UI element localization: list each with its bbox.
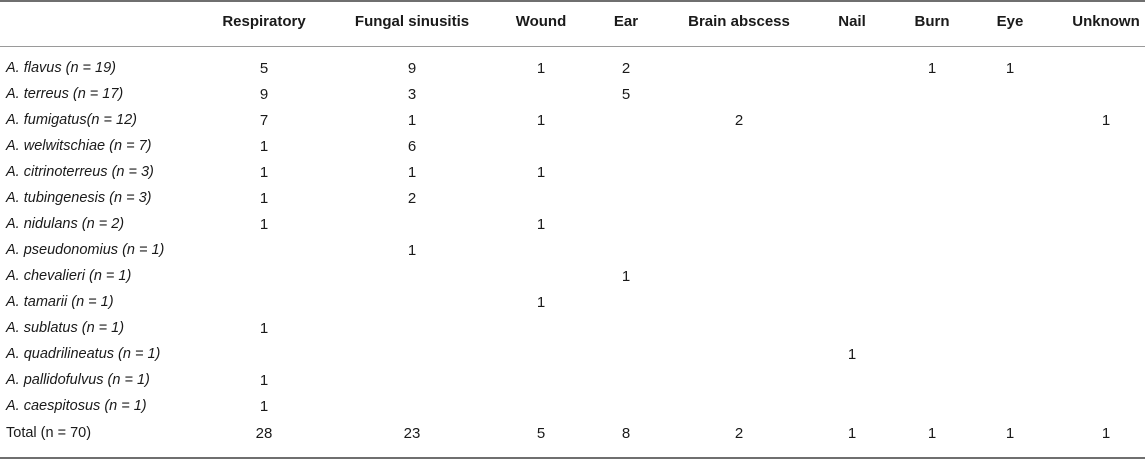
row-label: A. chevalieri (n = 1)	[6, 268, 132, 284]
table-cell: 1	[1101, 425, 1111, 442]
table-bottom-rule	[0, 457, 1145, 459]
table-cell: 1	[407, 112, 417, 129]
column-header: Brain abscess	[688, 13, 790, 30]
row-label: A. terreus (n = 17)	[6, 86, 124, 102]
row-label: A. tamarii (n = 1)	[6, 294, 114, 310]
column-header: Fungal sinusitis	[354, 13, 470, 30]
table-cell: 1	[259, 216, 269, 233]
table-cell: 2	[734, 425, 744, 442]
table-cell: 1	[1101, 112, 1111, 129]
table-cell: 5	[259, 60, 269, 77]
row-label: A. welwitschiae (n = 7)	[6, 138, 152, 154]
table-cell: 1	[1005, 425, 1015, 442]
table-cell: 1	[536, 216, 546, 233]
row-label: A. caespitosus (n = 1)	[6, 398, 147, 414]
column-header: Nail	[838, 13, 866, 30]
table-cell: 3	[407, 86, 417, 103]
table-cell: 9	[407, 60, 417, 77]
table-cell: 1	[536, 294, 546, 311]
table-cell: 1	[407, 242, 417, 259]
table-cell: 1	[259, 398, 269, 415]
table-cell: 6	[407, 138, 417, 155]
table-cell: 1	[536, 112, 546, 129]
column-header: Respiratory	[222, 13, 306, 30]
row-label: A. nidulans (n = 2)	[6, 216, 125, 232]
table-cell: 28	[255, 425, 273, 442]
table-cell: 8	[621, 425, 631, 442]
column-header: Eye	[996, 13, 1024, 30]
table-cell: 1	[621, 268, 631, 285]
column-header: Unknown	[1072, 13, 1140, 30]
table-cell: 1	[259, 320, 269, 337]
table-cell: 7	[259, 112, 269, 129]
table-top-rule	[0, 0, 1145, 2]
table-cell: 1	[259, 372, 269, 389]
table-cell: 1	[927, 60, 937, 77]
table-cell: 1	[259, 138, 269, 155]
table-cell: 1	[259, 190, 269, 207]
table-cell: 2	[734, 112, 744, 129]
table-cell: 1	[847, 346, 857, 363]
table-cell: 1	[259, 164, 269, 181]
row-label: A. quadrilineatus (n = 1)	[6, 346, 161, 362]
table-cell: 5	[621, 86, 631, 103]
table-cell: 1	[407, 164, 417, 181]
column-header: Ear	[613, 13, 639, 30]
column-header: Wound	[515, 13, 567, 30]
table-cell: 1	[847, 425, 857, 442]
row-label: A. sublatus (n = 1)	[6, 320, 125, 336]
row-label: A. tubingenesis (n = 3)	[6, 190, 152, 206]
row-label: A. pseudonomius (n = 1)	[6, 242, 165, 258]
table-cell: 1	[536, 60, 546, 77]
table-cell: 23	[403, 425, 421, 442]
table-cell: 1	[536, 164, 546, 181]
table-cell: 2	[407, 190, 417, 207]
table-cell: 5	[536, 425, 546, 442]
row-label: A. citrinoterreus (n = 3)	[6, 164, 154, 180]
table-header-rule	[0, 46, 1145, 47]
row-label: A. pallidofulvus (n = 1)	[6, 372, 150, 388]
table-cell: 1	[927, 425, 937, 442]
table-cell: 2	[621, 60, 631, 77]
row-label: A. fumigatus(n = 12)	[6, 112, 137, 128]
row-label: A. flavus (n = 19)	[6, 60, 117, 76]
table-cell: 9	[259, 86, 269, 103]
table-cell: 1	[1005, 60, 1015, 77]
column-header: Burn	[914, 13, 950, 30]
row-label: Total (n = 70)	[6, 425, 92, 441]
